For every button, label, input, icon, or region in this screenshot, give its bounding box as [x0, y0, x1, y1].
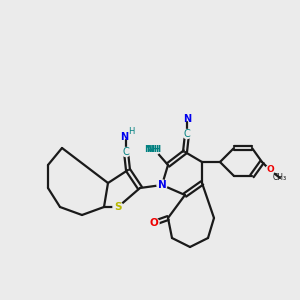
Text: S: S — [114, 202, 122, 212]
Text: H: H — [128, 128, 134, 136]
Text: O: O — [266, 166, 274, 175]
Text: N: N — [120, 132, 128, 142]
Text: C: C — [123, 147, 129, 157]
Text: CH₃: CH₃ — [273, 173, 287, 182]
Text: C: C — [184, 129, 190, 139]
Circle shape — [149, 218, 159, 228]
Text: NH: NH — [146, 145, 162, 154]
Text: N: N — [183, 114, 191, 124]
Text: N: N — [158, 180, 166, 190]
Circle shape — [266, 166, 274, 175]
Text: O: O — [150, 218, 158, 228]
Circle shape — [157, 180, 167, 190]
Circle shape — [182, 130, 191, 139]
Text: NH: NH — [144, 145, 160, 154]
Circle shape — [113, 202, 123, 212]
Circle shape — [148, 143, 160, 155]
Circle shape — [122, 148, 130, 157]
